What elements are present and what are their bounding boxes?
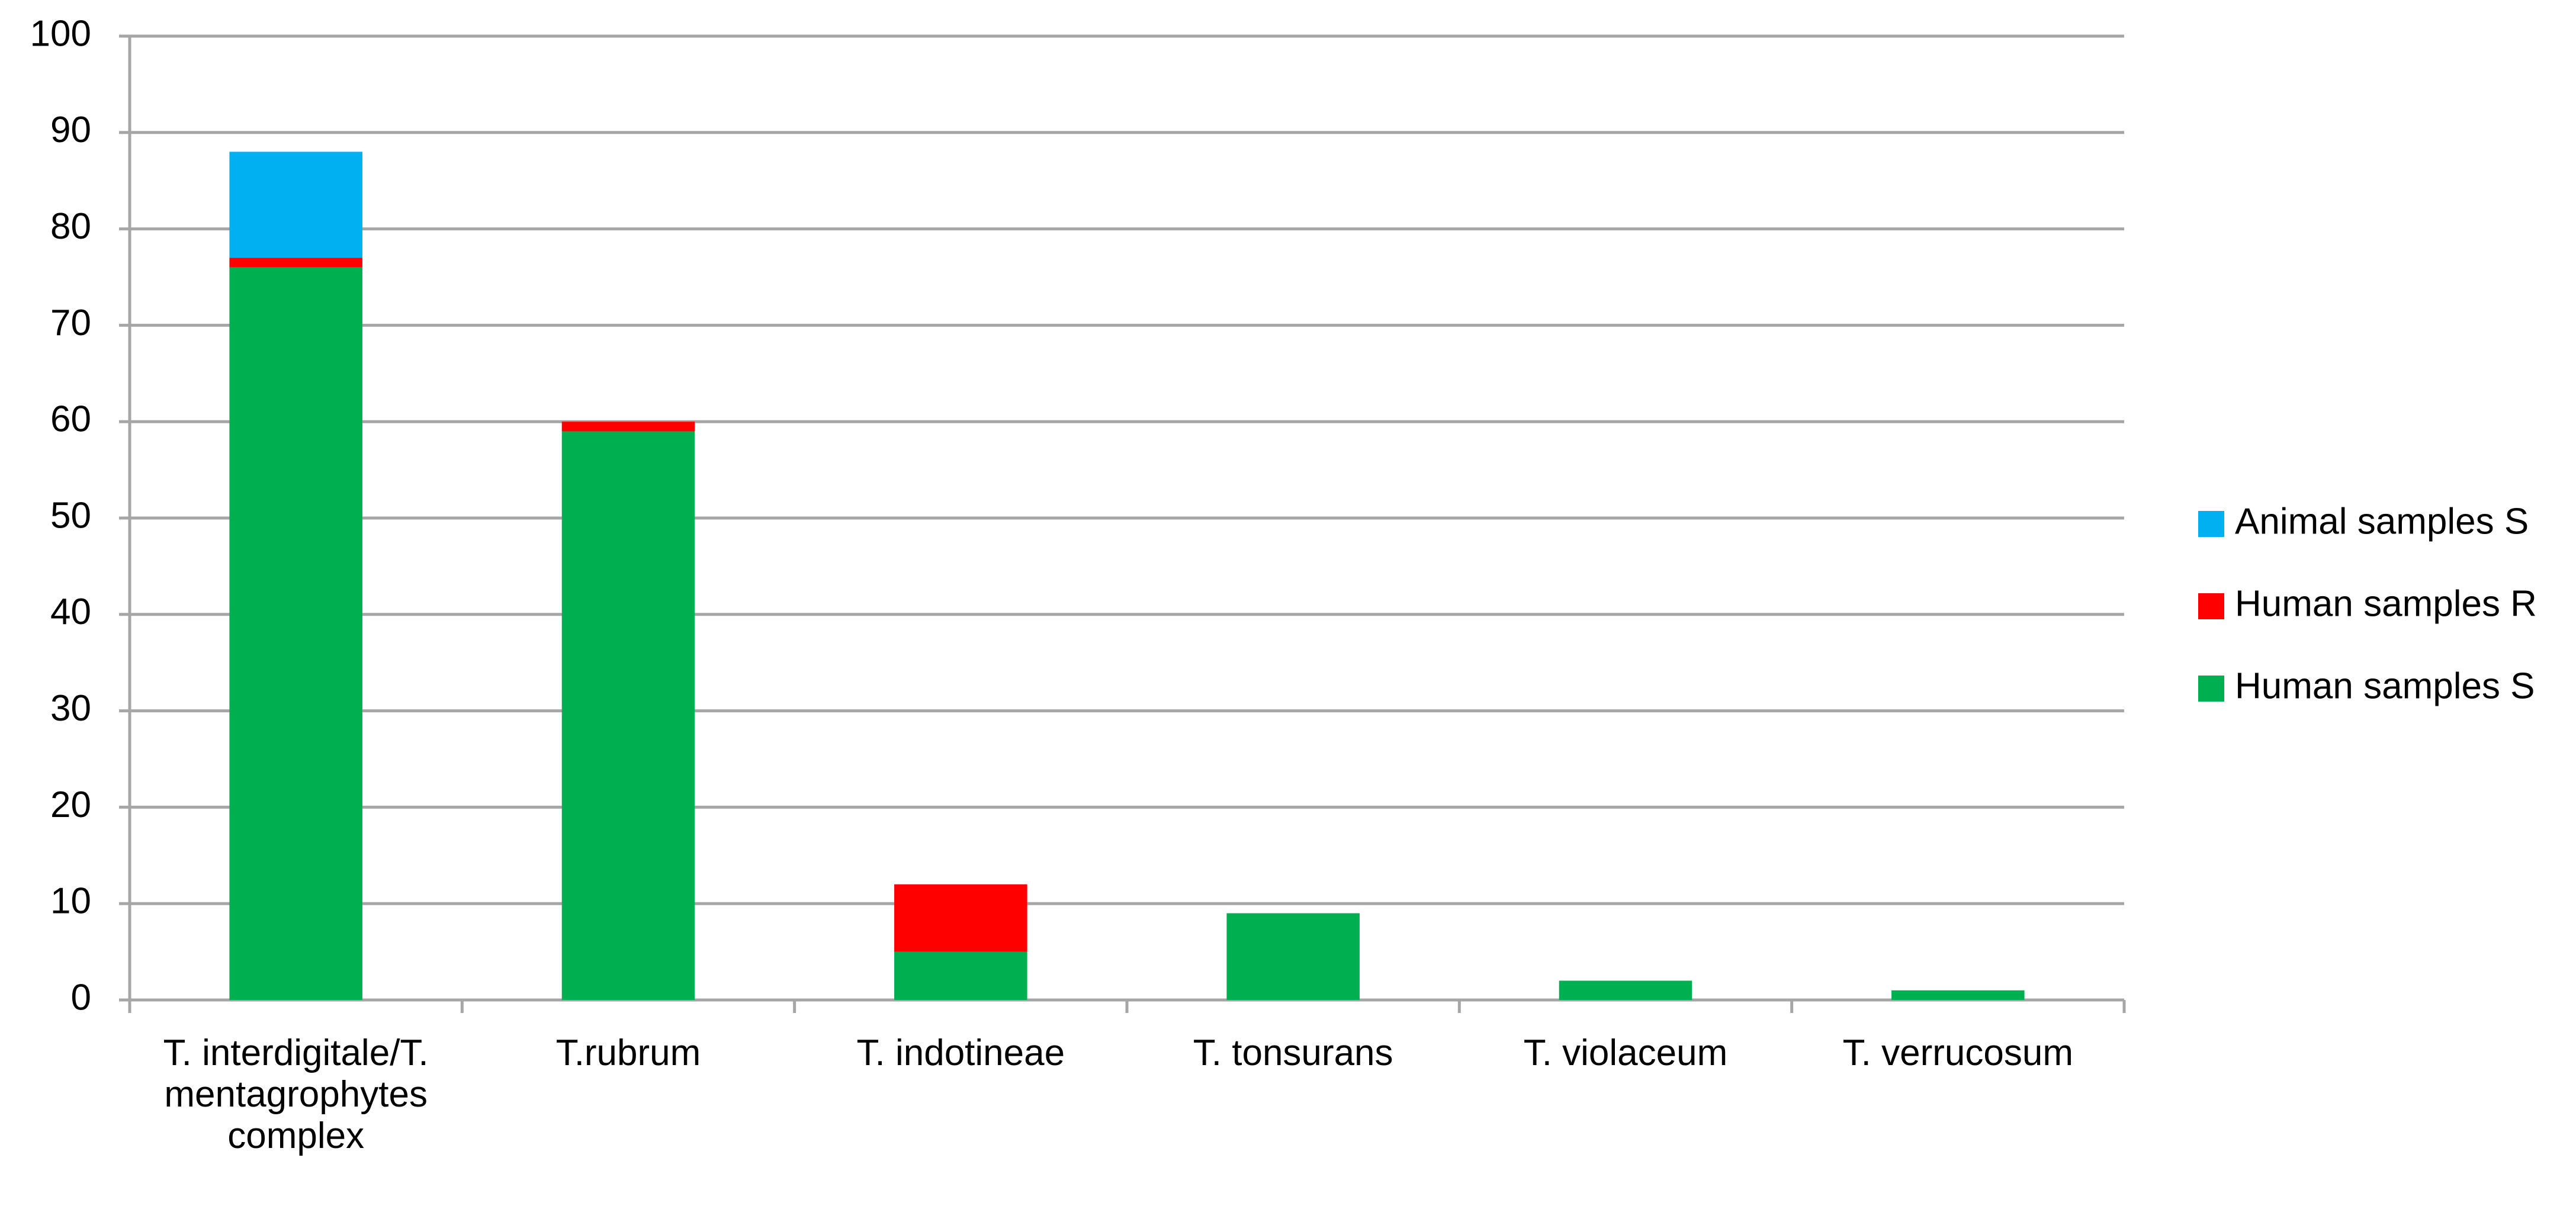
legend-swatch <box>2198 593 2224 619</box>
y-tick-label: 60 <box>50 399 91 440</box>
bar-segment <box>1891 990 2025 1000</box>
legend-swatch <box>2198 511 2224 537</box>
x-tick-label: T. tonsurans <box>1193 1033 1393 1073</box>
y-tick-label: 20 <box>50 784 91 825</box>
bar-segment <box>1226 913 1360 1000</box>
x-tick-label: T. interdigitale/T. mentagrophytes compl… <box>163 1033 429 1156</box>
x-tick-label: T. violaceum <box>1523 1033 1728 1073</box>
bar-segment <box>894 884 1027 952</box>
y-tick-label: 0 <box>71 977 91 1018</box>
bar-segment <box>229 267 362 1001</box>
bar-segment <box>229 152 362 258</box>
legend-label: Animal samples S <box>2235 501 2529 542</box>
bar-segment <box>561 431 695 1000</box>
bar-segment <box>1559 980 1692 1000</box>
y-tick-label: 30 <box>50 688 91 729</box>
y-tick-label: 10 <box>50 881 91 922</box>
legend-swatch <box>2198 676 2224 702</box>
legend-label: Human samples S <box>2235 665 2535 706</box>
y-tick-label: 80 <box>50 206 91 247</box>
x-tick-label: T. indotineae <box>856 1033 1065 1073</box>
x-tick-label: T. verrucosum <box>1842 1033 2073 1073</box>
y-tick-label: 50 <box>50 495 91 536</box>
x-tick-label: T.rubrum <box>555 1033 701 1073</box>
bar-segment <box>229 258 362 268</box>
y-tick-label: 100 <box>30 13 91 54</box>
y-tick-label: 90 <box>50 110 91 150</box>
bar-segment <box>894 951 1027 1000</box>
legend-label: Human samples R <box>2235 583 2537 624</box>
y-tick-label: 70 <box>50 303 91 343</box>
y-tick-label: 40 <box>50 591 91 632</box>
bar-segment <box>561 422 695 432</box>
